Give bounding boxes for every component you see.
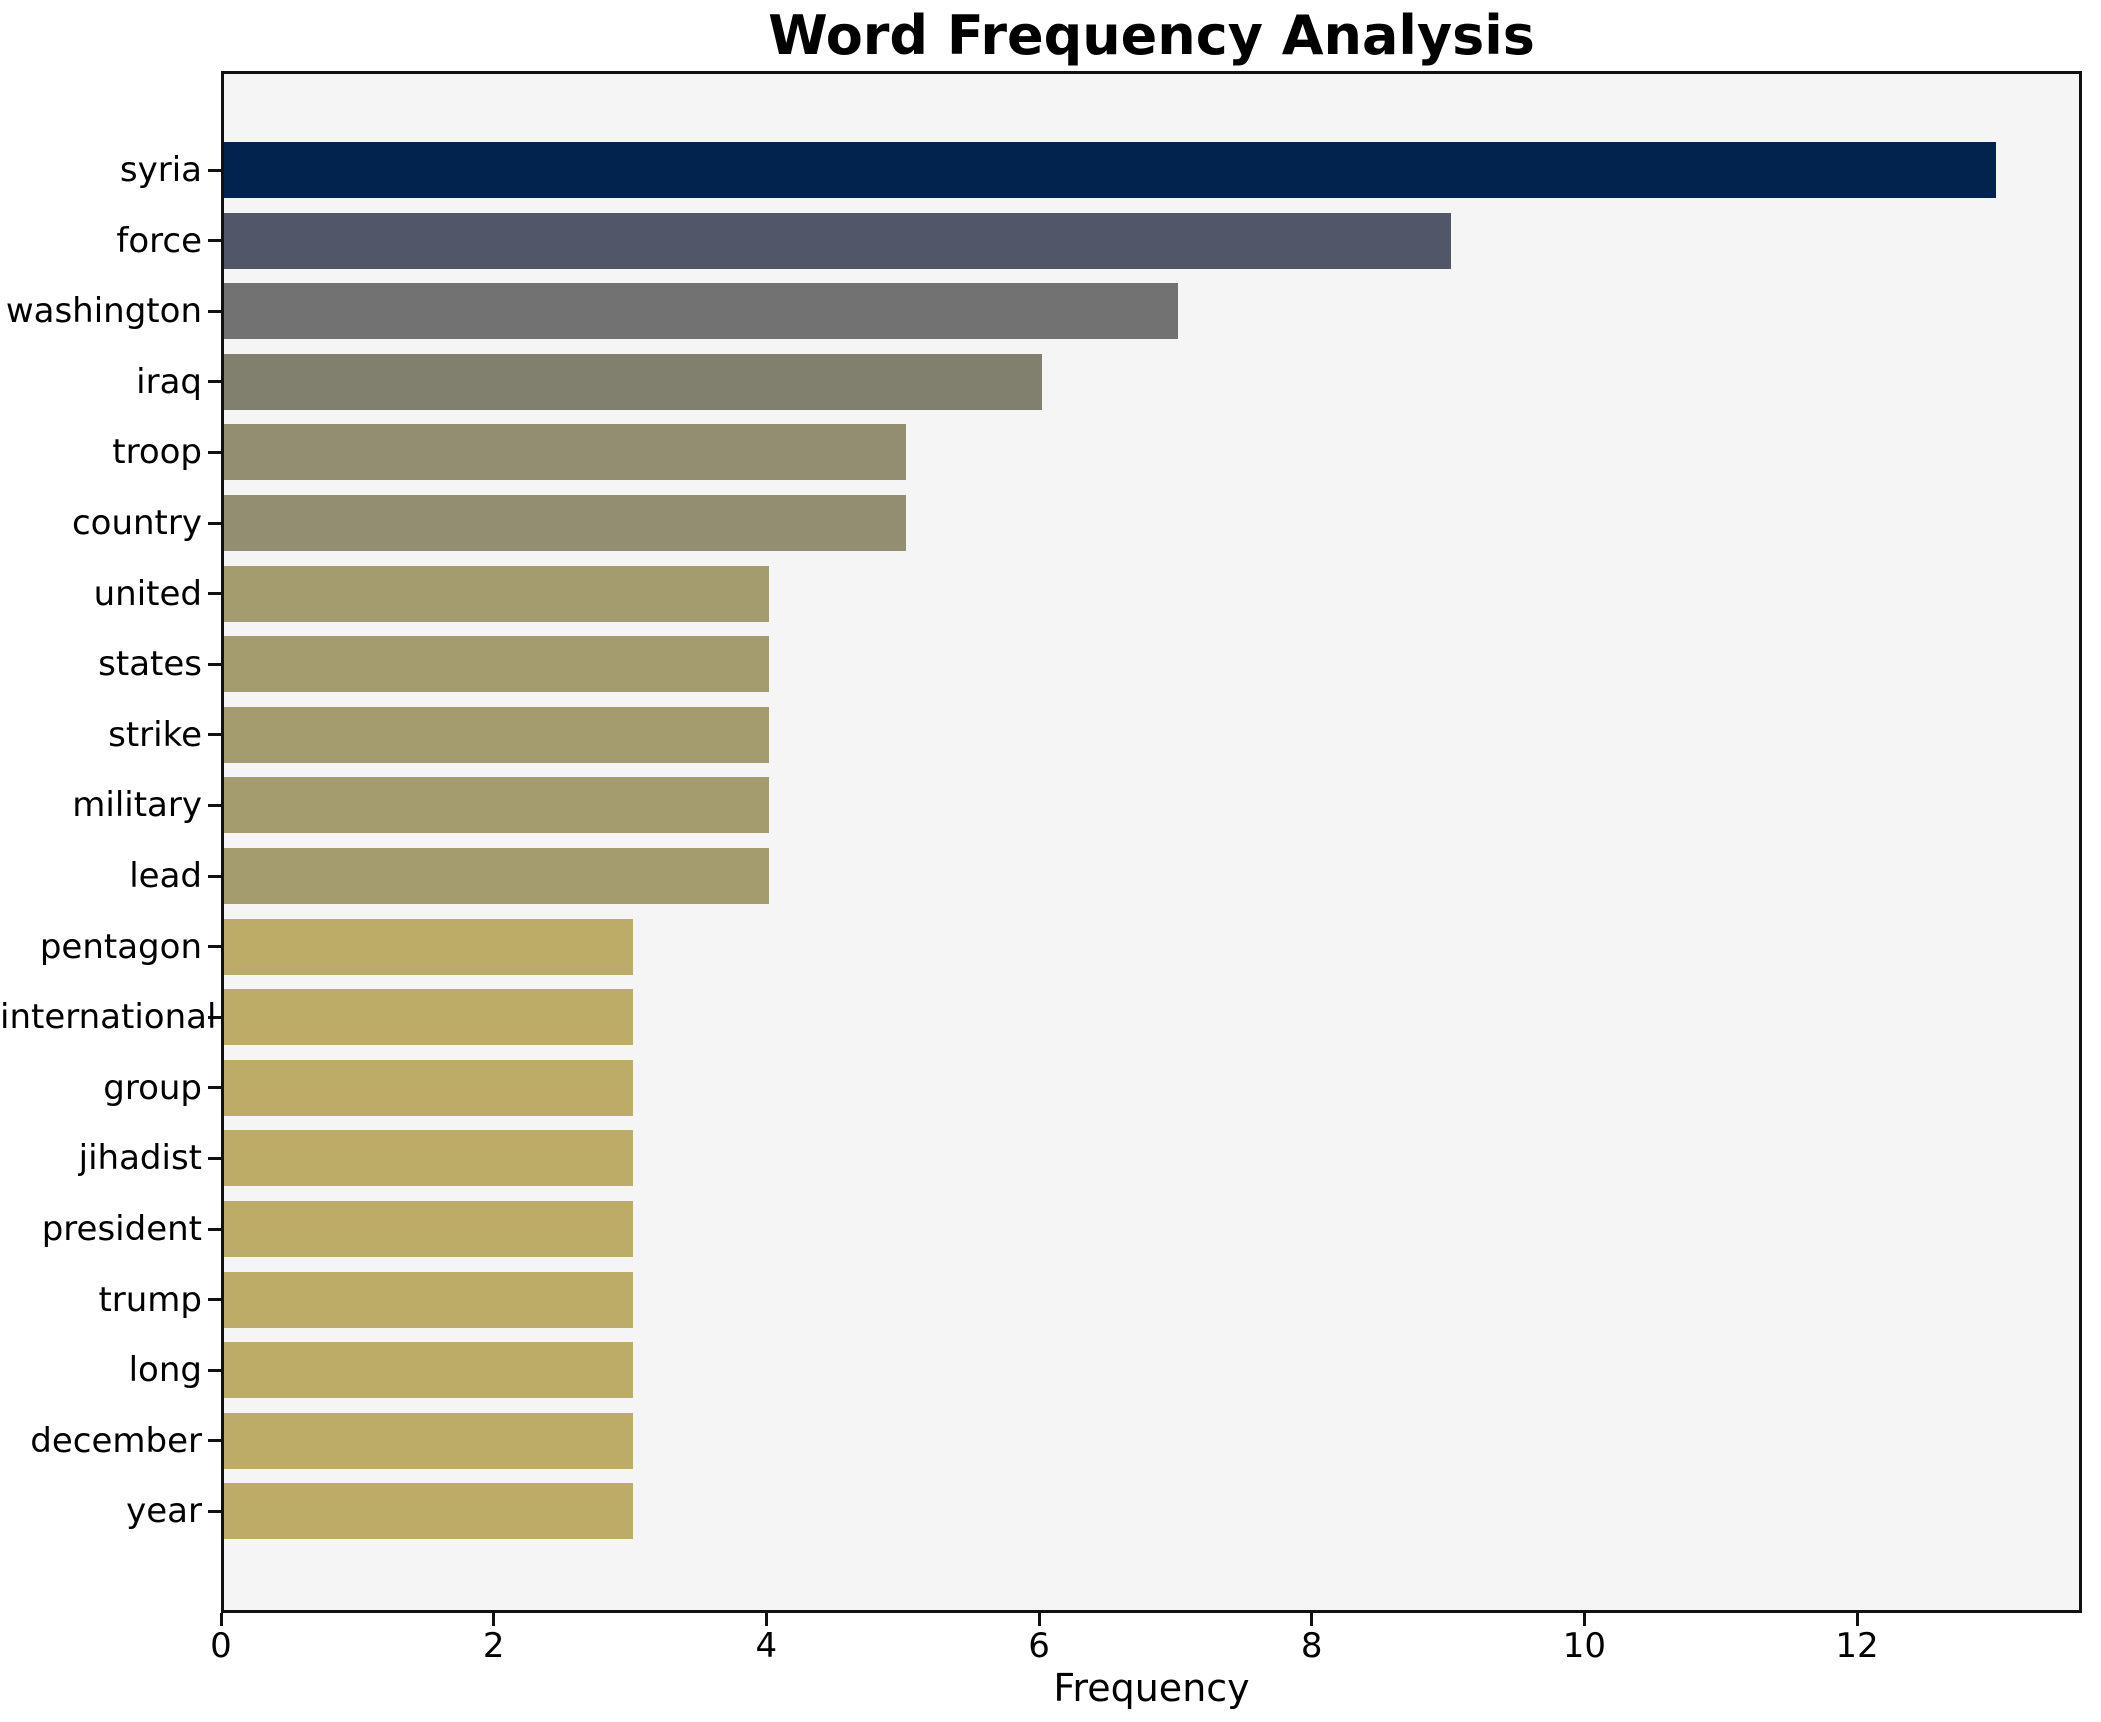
y-tick-mark-international	[208, 1015, 221, 1019]
y-tick-mark-united	[208, 592, 221, 596]
y-tick-label-syria: syria	[119, 150, 202, 190]
y-tick-mark-long	[208, 1368, 221, 1372]
y-tick-mark-december	[208, 1439, 221, 1443]
bar-strike	[224, 706, 769, 763]
chart-title: Word Frequency Analysis	[768, 4, 1535, 67]
bar-force	[224, 212, 1451, 269]
y-tick-label-year: year	[126, 1491, 202, 1532]
bar-year	[224, 1483, 633, 1540]
bar-iraq	[224, 353, 1042, 410]
y-tick-label-group: group	[103, 1067, 202, 1108]
bar-december	[224, 1412, 633, 1469]
x-tick-label-6: 6	[1028, 1626, 1050, 1666]
y-tick-mark-iraq	[208, 380, 221, 384]
x-axis-title: Frequency	[1053, 1666, 1250, 1710]
bar-long	[224, 1342, 633, 1399]
y-tick-mark-jihadist	[208, 1156, 221, 1160]
y-tick-label-president: president	[41, 1209, 202, 1249]
bar-states	[224, 636, 769, 693]
x-tick-label-10: 10	[1562, 1626, 1606, 1666]
y-tick-label-long: long	[128, 1350, 202, 1391]
y-tick-label-force: force	[116, 220, 202, 261]
y-tick-label-states: states	[98, 644, 202, 685]
bar-group	[224, 1059, 633, 1116]
x-tick-mark-12	[1855, 1613, 1859, 1626]
bar-pentagon	[224, 918, 633, 975]
plot-area	[221, 71, 2082, 1613]
y-tick-mark-country	[208, 521, 221, 525]
x-tick-mark-0	[219, 1613, 223, 1626]
y-tick-label-lead: lead	[129, 856, 202, 896]
x-tick-mark-10	[1582, 1613, 1586, 1626]
y-tick-mark-president	[208, 1227, 221, 1231]
y-tick-mark-washington	[208, 309, 221, 313]
bar-troop	[224, 424, 906, 481]
x-tick-label-8: 8	[1300, 1626, 1323, 1666]
x-tick-mark-4	[764, 1613, 768, 1626]
bar-syria	[224, 142, 1996, 198]
y-tick-mark-military	[208, 803, 221, 807]
bar-president	[224, 1201, 633, 1257]
y-tick-label-country: country	[71, 503, 202, 543]
y-tick-mark-lead	[208, 874, 221, 878]
x-tick-mark-2	[492, 1613, 496, 1626]
y-tick-mark-states	[208, 662, 221, 666]
x-tick-label-12: 12	[1835, 1626, 1879, 1666]
y-tick-label-strike: strike	[108, 714, 202, 755]
y-tick-label-washington: washington	[5, 291, 202, 332]
bar-united	[224, 565, 769, 622]
bar-military	[224, 777, 769, 834]
x-tick-label-2: 2	[482, 1626, 505, 1666]
y-tick-label-military: military	[72, 785, 202, 826]
y-tick-mark-pentagon	[208, 945, 221, 949]
bar-trump	[224, 1271, 633, 1328]
bar-international	[224, 989, 633, 1046]
y-tick-mark-troop	[208, 450, 221, 454]
y-tick-label-united: united	[93, 573, 202, 614]
bar-jihadist	[224, 1130, 633, 1187]
y-tick-mark-trump	[208, 1298, 221, 1302]
bar-country	[224, 495, 906, 551]
x-tick-mark-6	[1037, 1613, 1041, 1626]
bar-lead	[224, 848, 769, 904]
y-tick-mark-group	[208, 1086, 221, 1090]
y-tick-mark-force	[208, 239, 221, 243]
y-tick-mark-year	[208, 1509, 221, 1513]
x-tick-mark-8	[1310, 1613, 1314, 1626]
x-tick-label-0: 0	[210, 1626, 232, 1666]
y-tick-mark-strike	[208, 733, 221, 737]
y-tick-mark-syria	[208, 168, 221, 172]
y-tick-label-trump: trump	[98, 1279, 202, 1320]
y-tick-label-iraq: iraq	[136, 361, 202, 402]
bar-washington	[224, 283, 1178, 340]
y-tick-label-jihadist: jihadist	[78, 1138, 202, 1179]
y-tick-label-pentagon: pentagon	[39, 926, 202, 967]
y-tick-label-international: international	[0, 997, 217, 1038]
y-tick-label-december: december	[30, 1420, 202, 1461]
y-tick-label-troop: troop	[112, 432, 202, 473]
x-tick-label-4: 4	[755, 1626, 778, 1666]
